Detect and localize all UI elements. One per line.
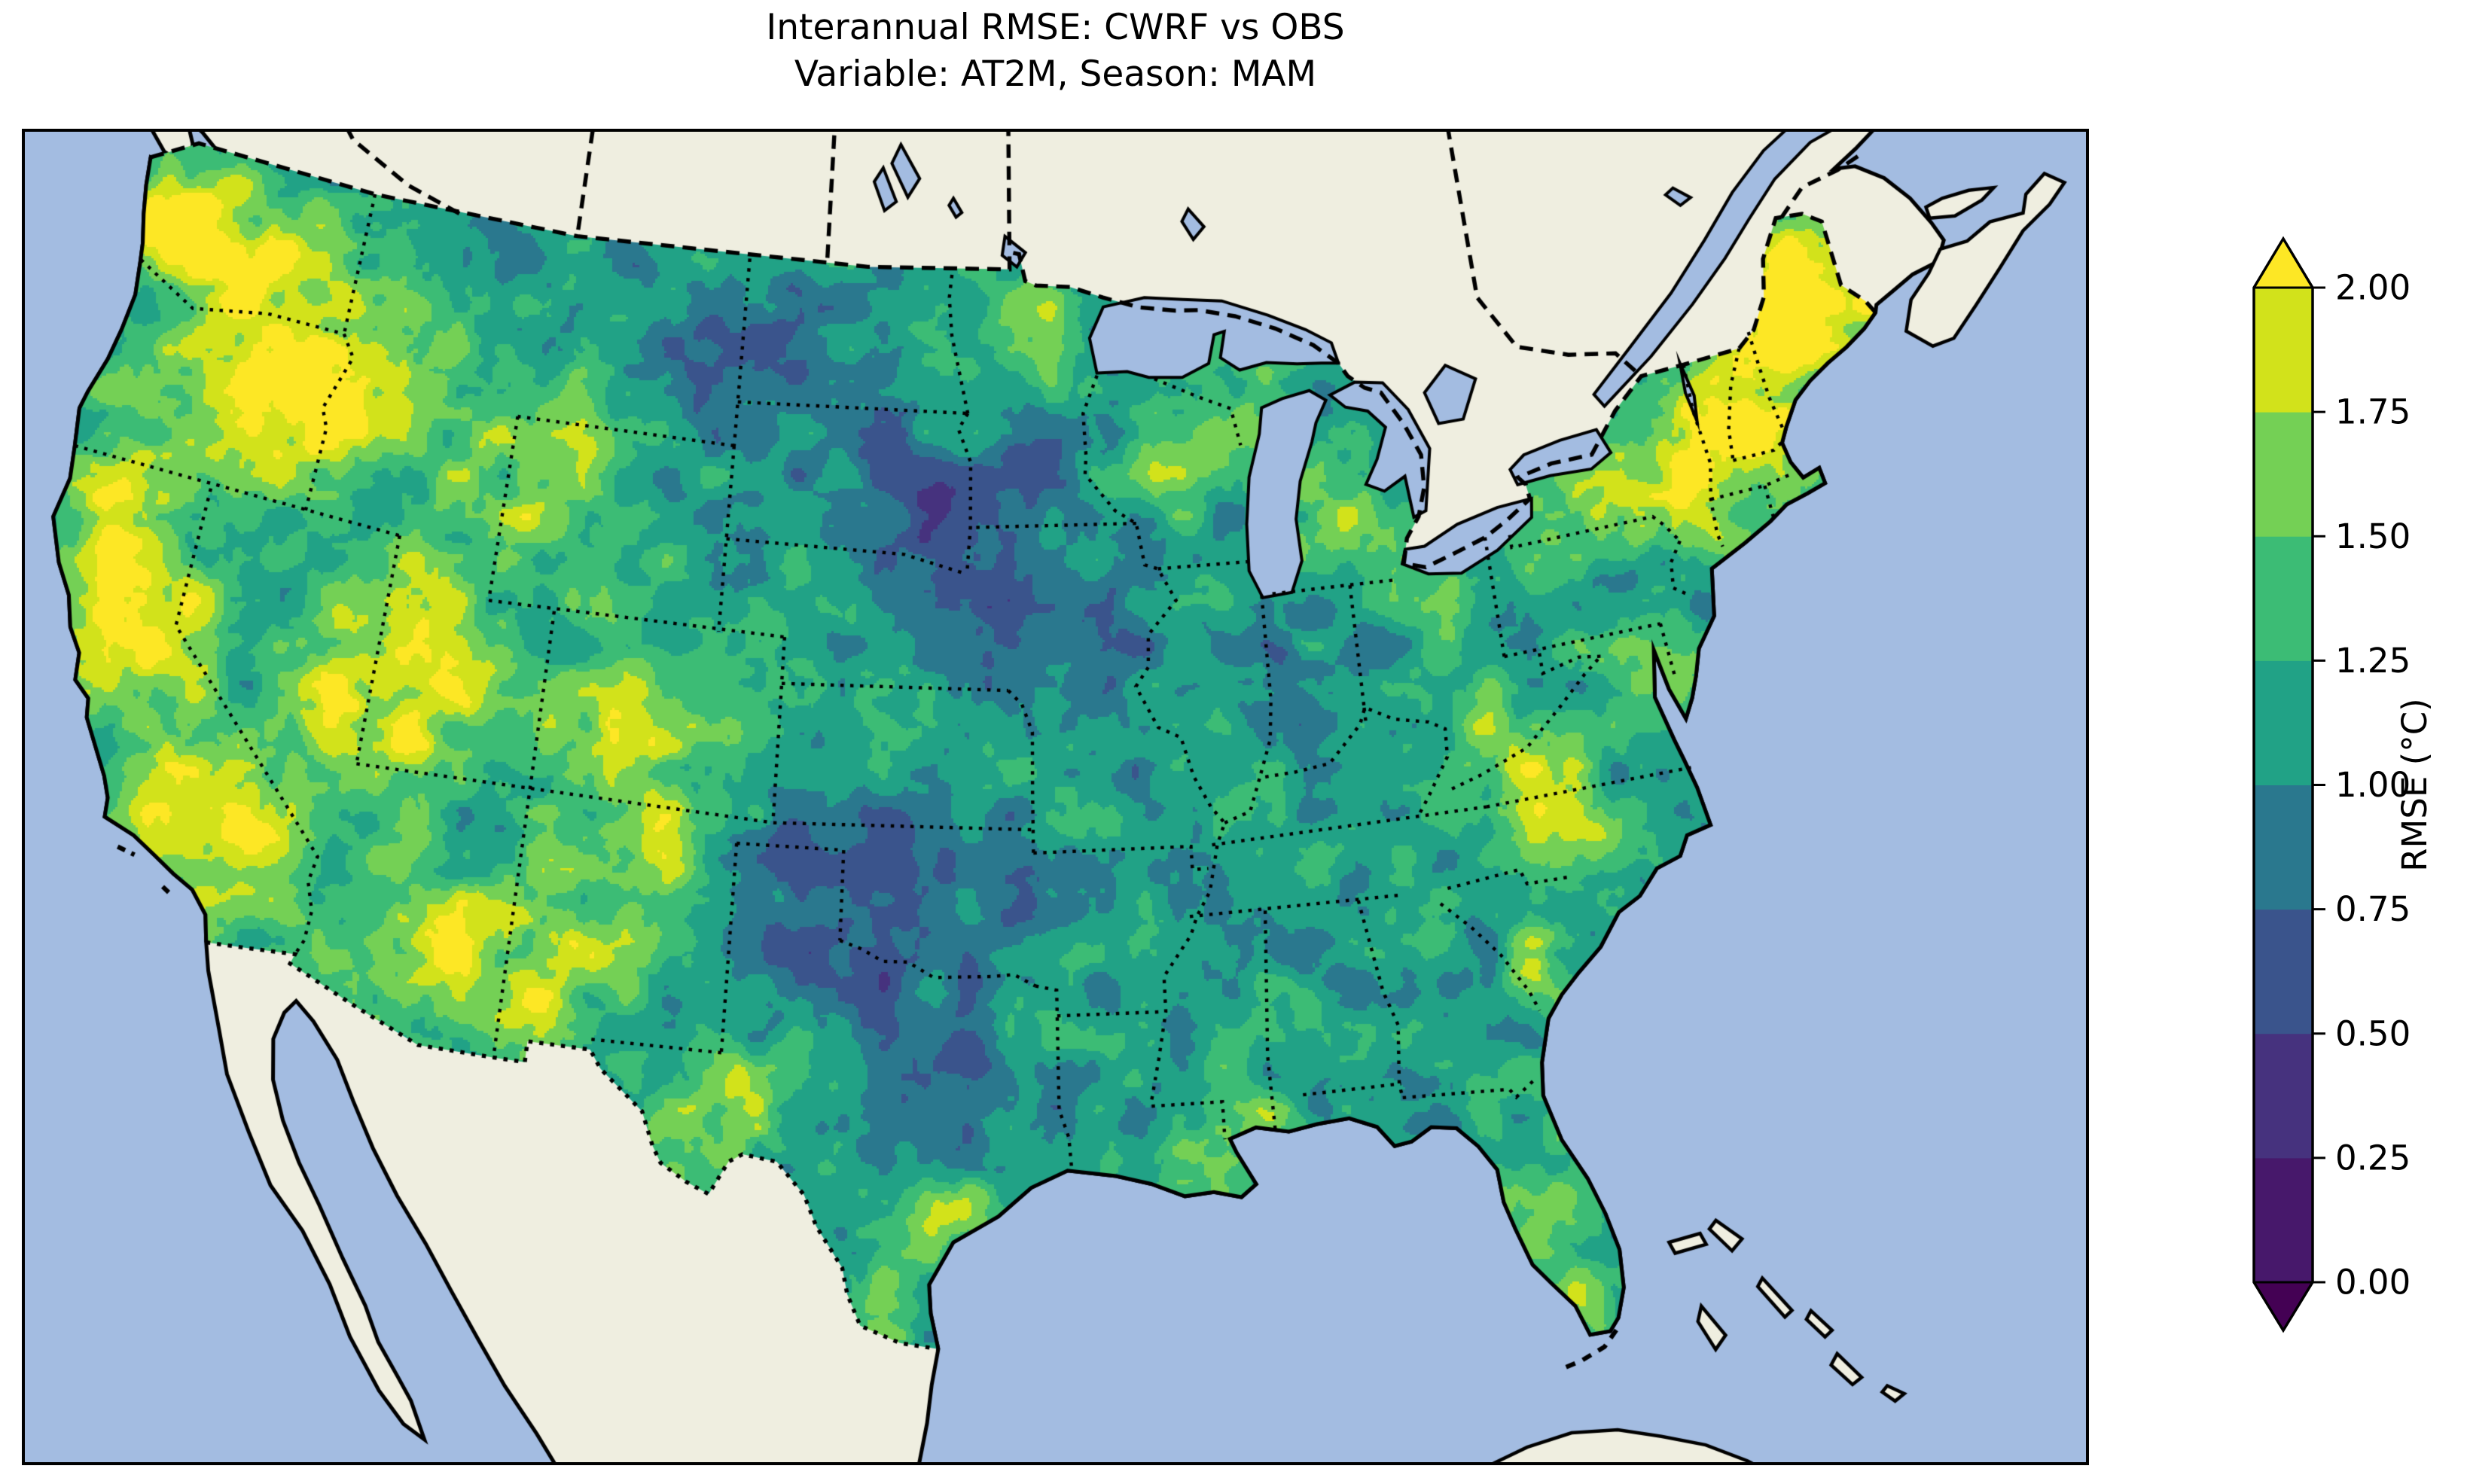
colorbar-bin-0-0.25 xyxy=(2254,1157,2313,1283)
colorbar-tick-label: 0.75 xyxy=(2335,889,2411,929)
colorbar-bin-0.75-1 xyxy=(2254,785,2313,910)
colorbar-tick-label: 0.00 xyxy=(2335,1263,2411,1303)
colorbar-tick-label: 1.75 xyxy=(2335,392,2411,432)
colorbar-bin-0.5-0.75 xyxy=(2254,909,2313,1035)
colorbar-bin-1-1.25 xyxy=(2254,660,2313,785)
colorbar-tick-label: 2.00 xyxy=(2335,268,2411,308)
colorbar-tick-label: 1.50 xyxy=(2335,517,2411,556)
colorbar-tick-label: 1.00 xyxy=(2335,765,2411,805)
colorbar-tick-label: 0.25 xyxy=(2335,1138,2411,1178)
colorbar-bin-1.5-1.75 xyxy=(2254,411,2313,537)
colorbar-tick-label: 1.25 xyxy=(2335,641,2411,681)
colorbar-bin-0.25-0.5 xyxy=(2254,1033,2313,1159)
figure-title-line1: Interannual RMSE: CWRF vs OBS xyxy=(766,7,1345,48)
figure-title-line2: Variable: AT2M, Season: MAM xyxy=(794,53,1317,95)
colorbar-tick-label: 0.50 xyxy=(2335,1013,2411,1053)
colorbar-bin-1.25-1.5 xyxy=(2254,535,2313,661)
colorbar-over-arrow xyxy=(2254,239,2313,288)
colorbar-bin-1.75-2 xyxy=(2254,287,2313,413)
conus-rmse-contour-map xyxy=(25,132,2086,1462)
map-axes xyxy=(22,129,2089,1465)
colorbar-under-arrow xyxy=(2254,1282,2313,1330)
colorbar: 2.00 1.75 1.50 1.25 1.00 0.75 0.50 0.25 0.00 RMSE… xyxy=(2252,236,2435,1333)
figure-title: Interannual RMSE: CWRF vs OBS Variable: … xyxy=(25,5,2086,98)
colorbar-axis-label: RMSE (°C) xyxy=(2395,698,2435,871)
